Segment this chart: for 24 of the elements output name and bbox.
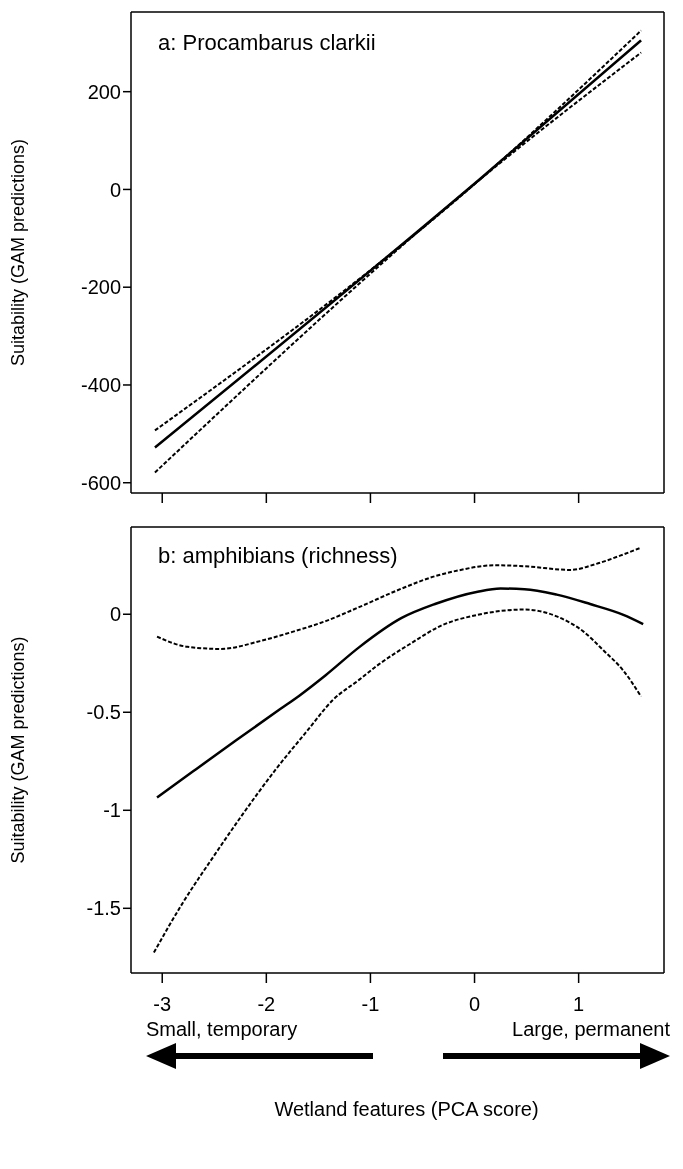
y-tick-label: 200 xyxy=(87,80,121,103)
text: a: Procambarus clarkii xyxy=(158,30,376,56)
x-tick-label: -3 xyxy=(153,993,172,1016)
text: b: amphibians (richness) xyxy=(158,543,398,569)
line-series xyxy=(152,608,643,954)
x-tick-label: -1 xyxy=(361,993,380,1016)
y-tick-label: 0 xyxy=(109,178,121,201)
y-tick-label: -0.5 xyxy=(86,701,121,724)
x-tick-label: 0 xyxy=(468,993,481,1016)
y-tick-label: -600 xyxy=(80,471,121,494)
y-tick-label: 0 xyxy=(109,603,121,626)
y-tick-label: -1 xyxy=(103,799,121,822)
y-tick-label: -400 xyxy=(80,374,121,397)
y-axis-title: Suitability (GAM predictions) xyxy=(8,636,29,864)
text: Large, permanent xyxy=(511,1018,670,1041)
y-tick-label: -200 xyxy=(80,276,121,299)
x-tick-label: -2 xyxy=(257,993,276,1016)
x-tick-label: 1 xyxy=(573,993,585,1016)
text: Small, temporary xyxy=(146,1018,299,1041)
y-axis-title: Suitability (GAM predictions) xyxy=(8,138,29,367)
line-series xyxy=(156,546,643,650)
y-tick-label: -1.5 xyxy=(86,897,121,920)
line-series xyxy=(155,587,645,799)
x-axis-title: Wetland features (PCA score) xyxy=(273,1098,540,1121)
